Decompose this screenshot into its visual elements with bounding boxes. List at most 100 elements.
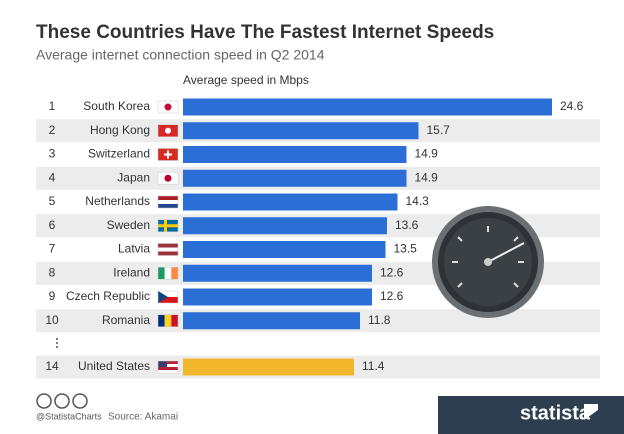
y-tick-label: South Korea <box>83 99 150 113</box>
bar <box>183 241 386 258</box>
y-tick-label: United States <box>78 359 150 373</box>
flag-border <box>157 219 179 232</box>
rank: 2 <box>49 123 56 137</box>
flag <box>157 219 179 232</box>
flag-stripe <box>158 267 165 280</box>
flag-stripe <box>158 291 178 297</box>
y-tick-label: Ireland <box>113 265 150 279</box>
brand: statista <box>520 402 591 424</box>
bar <box>183 98 552 116</box>
flag-emblem <box>158 291 168 303</box>
flag <box>157 148 179 161</box>
flag-border <box>157 172 179 185</box>
rank: 14 <box>45 359 59 373</box>
flag-emblem <box>164 103 172 111</box>
flag-stripe <box>158 364 178 367</box>
flag-border <box>157 148 179 161</box>
flag <box>157 195 179 209</box>
flag <box>157 360 179 374</box>
bar <box>183 193 398 211</box>
flag-emblem <box>158 361 167 367</box>
flag <box>157 290 179 304</box>
flag-stripe <box>158 314 165 327</box>
flag-stripe <box>158 367 178 370</box>
value-label: 12.6 <box>380 289 404 303</box>
brand-logo <box>584 404 598 420</box>
value-label: 14.3 <box>406 194 430 208</box>
license-icons <box>36 393 88 409</box>
bar <box>183 169 407 187</box>
rank: 8 <box>49 265 56 279</box>
value-label: 13.6 <box>395 218 419 232</box>
flag-stripe <box>158 196 178 200</box>
flag-border <box>157 124 179 137</box>
credit: @StatistaCharts <box>36 411 102 421</box>
y-tick-label: Czech Republic <box>66 289 150 303</box>
flag-emblem <box>165 127 171 134</box>
rank: 10 <box>45 313 59 327</box>
brand-bar <box>438 396 624 434</box>
value-label: 11.8 <box>368 313 391 327</box>
value-label: 24.6 <box>560 99 584 113</box>
flag-stripe <box>158 361 178 364</box>
bar <box>183 217 387 235</box>
rank: 5 <box>49 194 56 208</box>
y-tick-label: Hong Kong <box>90 123 150 137</box>
y-tick-label: Romania <box>102 313 150 327</box>
flag-stripe <box>158 251 178 256</box>
bar <box>183 312 360 330</box>
y-tick-label: Latvia <box>118 242 150 256</box>
flag-border <box>157 360 179 374</box>
y-tick-label: Netherlands <box>85 194 150 208</box>
bar <box>183 264 372 282</box>
rank: 4 <box>49 170 56 184</box>
flag-border <box>157 195 179 209</box>
value-label: 13.5 <box>394 242 418 256</box>
value-label: 12.6 <box>380 265 404 279</box>
flag-stripe <box>158 204 178 208</box>
flag-stripe <box>158 243 178 248</box>
flag-border <box>157 267 179 280</box>
value-label: 11.4 <box>362 359 385 373</box>
flag <box>157 243 179 256</box>
chart-subtitle: Average internet connection speed in Q2 … <box>36 47 325 63</box>
flag-stripe <box>171 267 178 280</box>
flag-stripe <box>158 200 178 204</box>
y-tick-label: Sweden <box>107 218 150 232</box>
flag-border <box>157 314 179 327</box>
bar <box>183 288 372 306</box>
bar <box>183 358 354 376</box>
rank: 6 <box>49 218 56 232</box>
flag <box>157 267 179 280</box>
flag-stripe <box>158 297 178 303</box>
speedometer <box>432 206 544 318</box>
flag-emblem <box>164 174 172 182</box>
flag-stripe <box>171 314 178 327</box>
flag <box>157 124 179 137</box>
flag-emblem <box>158 224 178 228</box>
value-label: 14.9 <box>415 147 439 161</box>
rank: 3 <box>49 147 56 161</box>
flag-stripe <box>164 314 172 327</box>
axis-label: Average speed in Mbps <box>183 73 309 87</box>
flag-border <box>157 100 179 114</box>
bar <box>183 122 419 140</box>
flag <box>157 100 179 114</box>
flag-stripe <box>158 370 178 373</box>
flag-border <box>157 243 179 256</box>
bar <box>183 146 407 163</box>
ellipsis <box>56 338 58 348</box>
source: Source: Akamai <box>108 412 178 423</box>
rank: 7 <box>49 242 56 256</box>
rows: 1 South Korea 24.6 2 Hong Kong 15.7 3 Switzerla… <box>36 98 600 379</box>
y-tick-label: Japan <box>117 170 150 184</box>
y-tick-label: Switzerland <box>88 147 150 161</box>
flag-stripe <box>164 267 172 280</box>
flag-border <box>157 290 179 304</box>
value-label: 14.9 <box>415 170 439 184</box>
flag-emblem <box>164 150 172 159</box>
rank: 1 <box>49 99 56 113</box>
chart-title: These Countries Have The Fastest Interne… <box>36 22 494 43</box>
rank: 9 <box>49 289 56 303</box>
